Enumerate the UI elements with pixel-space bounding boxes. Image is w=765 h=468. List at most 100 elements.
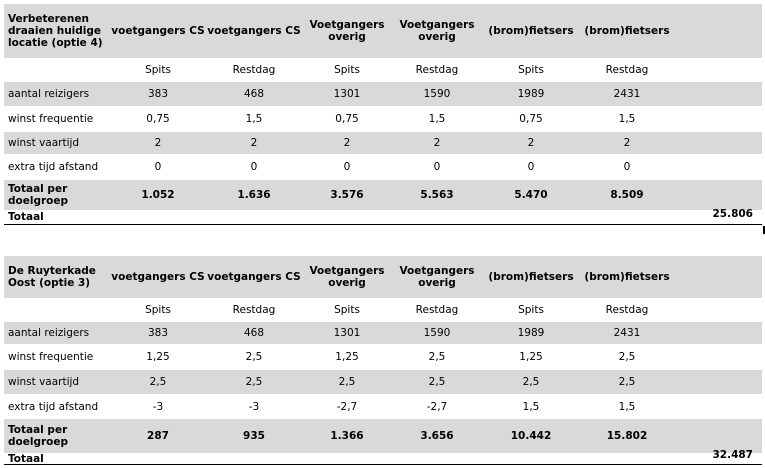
total-per-group-row: Totaal per doelgroep 287 935 1.366 3.656… [4, 419, 762, 453]
table-cell: 0 [343, 161, 351, 173]
table-cell: 3.656 [420, 430, 454, 442]
period-row: Spits Restdag Spits Restdag Spits Restda… [4, 300, 762, 320]
total-row: Totaal [4, 453, 762, 465]
table-cell: 1,5 [522, 401, 540, 413]
table-cell: 2 [343, 137, 351, 149]
period-label: Restdag [415, 64, 459, 76]
column-header: Voetgangers overig [309, 265, 385, 289]
total-value: 32.487 [712, 449, 753, 461]
table-row: aantal reizigers 383 468 1301 1590 1989 … [4, 322, 762, 344]
table-row: extra tijd afstand 0 0 0 0 0 0 [4, 156, 762, 178]
table-cell: 1,5 [428, 113, 446, 125]
table-cell: 1590 [423, 327, 451, 339]
total-per-group-row: Totaal per doelgroep 1.052 1.636 3.576 5… [4, 180, 762, 210]
table-cell: 2,5 [149, 376, 167, 388]
table-cell: 1.366 [330, 430, 364, 442]
table-cell: 935 [243, 430, 265, 442]
header-row: Verbeterenen draaien huidige locatie (op… [4, 4, 762, 58]
period-label: Restdag [232, 64, 276, 76]
row-label: winst frequentie [8, 351, 94, 363]
period-label: Spits [518, 64, 544, 76]
table-row: extra tijd afstand -3 -3 -2,7 -2,7 1,5 1… [4, 396, 762, 418]
table-cell: 2,5 [245, 351, 263, 363]
period-label: Spits [145, 64, 171, 76]
table-cell: 15.802 [606, 430, 648, 442]
table-cell: 2,5 [618, 351, 636, 363]
table-cell: 5.470 [514, 189, 548, 201]
column-header: Voetgangers overig [309, 19, 385, 43]
column-header: (brom)fietsers [584, 271, 670, 283]
table-cell: 3.576 [330, 189, 364, 201]
row-label: Totaal per doelgroep [8, 424, 68, 448]
row-label: winst vaartijd [8, 137, 80, 149]
table-cell: 2,5 [618, 376, 636, 388]
table-cell: 0,75 [519, 113, 543, 125]
table-cell: 10.442 [510, 430, 552, 442]
total-row: Totaal [4, 210, 762, 224]
period-label: Restdag [605, 64, 649, 76]
period-label: Restdag [605, 304, 649, 316]
total-label: Totaal [8, 211, 44, 223]
table-cell: 2,5 [428, 351, 446, 363]
table-cell: 0 [433, 161, 441, 173]
table-cell: 2,5 [428, 376, 446, 388]
table-cell: 0,75 [146, 113, 170, 125]
table-option-4: Verbeterenen draaien huidige locatie (op… [0, 0, 765, 234]
table-cell: 0,75 [335, 113, 359, 125]
row-label: winst frequentie [8, 113, 94, 125]
table-cell: 1,25 [335, 351, 359, 363]
table-row: aantal reizigers 383 468 1301 1590 1989 … [4, 82, 762, 106]
period-label: Spits [518, 304, 544, 316]
table-cell: 1301 [333, 327, 361, 339]
table-cell: -3 [248, 401, 260, 413]
column-header: (brom)fietsers [488, 25, 574, 37]
edge-mark [763, 226, 765, 234]
row-label: winst vaartijd [8, 376, 80, 388]
table-cell: 2,5 [338, 376, 356, 388]
divider [4, 224, 762, 225]
table-cell: -2,7 [426, 401, 448, 413]
table-title: De Ruyterkade Oost (optie 3) [8, 265, 96, 289]
period-label: Spits [145, 304, 171, 316]
column-header: (brom)fietsers [584, 25, 670, 37]
period-row: Spits Restdag Spits Restdag Spits Restda… [4, 60, 762, 80]
table-cell: 468 [243, 88, 265, 100]
header-row: De Ruyterkade Oost (optie 3) voetgangers… [4, 256, 762, 298]
period-label: Spits [334, 304, 360, 316]
table-row: winst vaartijd 2 2 2 2 2 2 [4, 132, 762, 154]
table-cell: 1.052 [141, 189, 175, 201]
table-cell: 5.563 [420, 189, 454, 201]
table-cell: 2 [154, 137, 162, 149]
table-cell: 2431 [613, 327, 641, 339]
row-label: aantal reizigers [8, 88, 90, 100]
table-cell: 0 [527, 161, 535, 173]
row-label: extra tijd afstand [8, 161, 99, 173]
row-label: Totaal per doelgroep [8, 183, 68, 207]
table-cell: 1.636 [237, 189, 271, 201]
table-cell: 1,25 [146, 351, 170, 363]
table-row: winst frequentie 0,75 1,5 0,75 1,5 0,75 … [4, 108, 762, 130]
table-cell: 1989 [517, 88, 545, 100]
table-cell: 2 [250, 137, 258, 149]
table-cell: 2 [527, 137, 535, 149]
table-title: Verbeterenen draaien huidige locatie (op… [8, 13, 103, 49]
table-cell: 2 [433, 137, 441, 149]
period-label: Spits [334, 64, 360, 76]
column-header: voetgangers CS [207, 271, 301, 283]
row-label: aantal reizigers [8, 327, 90, 339]
table-cell: 383 [147, 327, 169, 339]
table-cell: 1590 [423, 88, 451, 100]
divider [4, 464, 762, 465]
table-cell: 1301 [333, 88, 361, 100]
table-cell: 468 [243, 327, 265, 339]
table-cell: 8.509 [610, 189, 644, 201]
table-cell: 1,25 [519, 351, 543, 363]
table-cell: -3 [152, 401, 164, 413]
table-cell: 1,5 [618, 401, 636, 413]
table-cell: 287 [147, 430, 169, 442]
row-label: extra tijd afstand [8, 401, 99, 413]
table-cell: 383 [147, 88, 169, 100]
table-cell: 0 [250, 161, 258, 173]
column-header: (brom)fietsers [488, 271, 574, 283]
column-header: voetgangers CS [111, 25, 205, 37]
